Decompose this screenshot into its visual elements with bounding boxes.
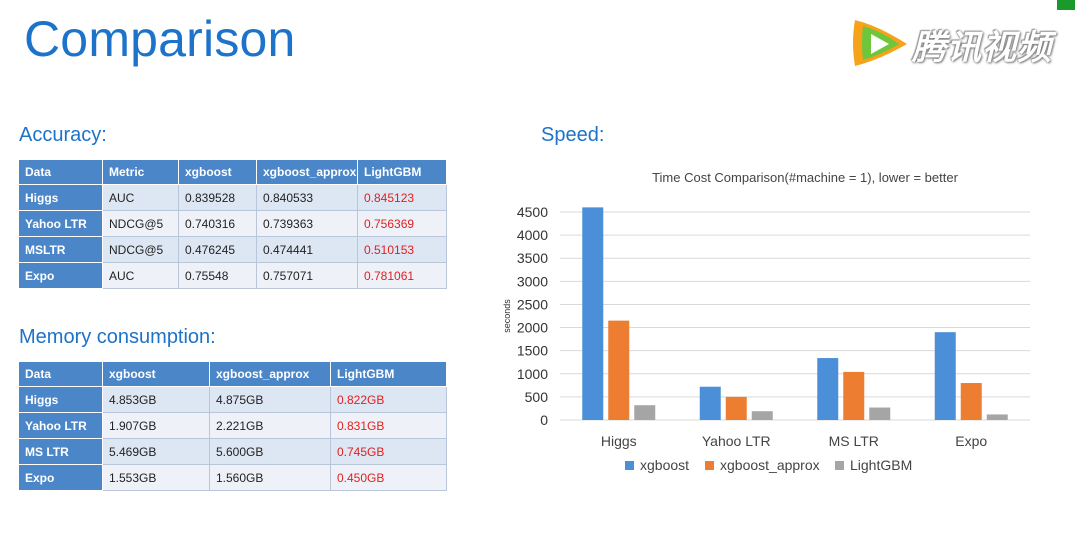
table-row: Higgs AUC 0.839528 0.840533 0.845123	[18, 184, 447, 211]
legend-swatch	[705, 461, 714, 470]
table-cell: 0.839528	[178, 184, 257, 211]
x-tick-label: Yahoo LTR	[702, 433, 771, 449]
memory-header-row: Data xgboost xgboost_approx LightGBM	[18, 361, 447, 387]
memory-header-data: Data	[18, 361, 103, 387]
best-value-cell: 0.745GB	[330, 438, 447, 465]
table-cell: 5.600GB	[209, 438, 331, 465]
table-cell: 0.740316	[178, 210, 257, 237]
best-value-cell: 0.510153	[357, 236, 447, 263]
table-cell: 2.221GB	[209, 412, 331, 439]
accuracy-header-xgboost: xgboost	[178, 159, 257, 185]
table-row: Higgs 4.853GB 4.875GB 0.822GB	[18, 386, 447, 413]
table-cell: 0.739363	[256, 210, 358, 237]
accuracy-header-row: Data Metric xgboost xgboost_approx Light…	[18, 159, 447, 185]
bar-xgboost-approx	[843, 371, 865, 420]
table-row: Yahoo LTR NDCG@5 0.740316 0.739363 0.756…	[18, 210, 447, 237]
y-tick-label: 500	[525, 389, 549, 405]
table-cell: 0.757071	[256, 262, 358, 289]
accuracy-header-metric: Metric	[102, 159, 179, 185]
best-value-cell: 0.845123	[357, 184, 447, 211]
table-row: Yahoo LTR 1.907GB 2.221GB 0.831GB	[18, 412, 447, 439]
y-tick-label: 4000	[517, 227, 548, 243]
bar-LightGBM	[751, 411, 773, 420]
accuracy-title: Accuracy:	[19, 124, 107, 146]
chart-title: Time Cost Comparison(#machine = 1), lowe…	[652, 170, 959, 185]
memory-header-xgboost-approx: xgboost_approx	[209, 361, 331, 387]
y-tick-label: 1500	[517, 343, 548, 359]
x-tick-label: Higgs	[601, 433, 637, 449]
y-tick-label: 0	[540, 412, 548, 428]
bar-xgboost	[817, 358, 839, 420]
speed-chart: Time Cost Comparison(#machine = 1), lowe…	[502, 170, 1030, 473]
slide-title: Comparison	[24, 11, 296, 67]
y-tick-label: 3000	[517, 273, 548, 289]
accuracy-table: Data Metric xgboost xgboost_approx Light…	[18, 159, 447, 289]
memory-header-lightgbm: LightGBM	[330, 361, 447, 387]
best-value-cell: 0.831GB	[330, 412, 447, 439]
row-label: Higgs	[18, 386, 103, 413]
best-value-cell: 0.781061	[357, 262, 447, 289]
y-tick-label: 3500	[517, 250, 548, 266]
y-tick-label: 1000	[517, 366, 548, 382]
row-label: Expo	[18, 464, 103, 491]
table-cell: AUC	[102, 184, 179, 211]
logo-text: 腾讯视频	[912, 29, 1052, 67]
table-cell: 0.476245	[178, 236, 257, 263]
row-label: Yahoo LTR	[18, 412, 103, 439]
table-cell: 4.853GB	[102, 386, 210, 413]
memory-table: Data xgboost xgboost_approx LightGBM Hig…	[18, 361, 447, 491]
table-cell: 1.553GB	[102, 464, 210, 491]
best-value-cell: 0.450GB	[330, 464, 447, 491]
table-cell: 1.907GB	[102, 412, 210, 439]
x-tick-label: MS LTR	[829, 433, 879, 449]
table-cell: 1.560GB	[209, 464, 331, 491]
table-row: MSLTR NDCG@5 0.476245 0.474441 0.510153	[18, 236, 447, 263]
bar-LightGBM	[869, 407, 891, 420]
x-tick-label: Expo	[955, 433, 987, 449]
table-cell: 4.875GB	[209, 386, 331, 413]
accuracy-header-xgboost-approx: xgboost_approx	[256, 159, 358, 185]
row-label: Expo	[18, 262, 103, 289]
row-label: MS LTR	[18, 438, 103, 465]
legend-swatch	[625, 461, 634, 470]
tencent-video-logo	[853, 20, 907, 66]
table-row: Expo AUC 0.75548 0.757071 0.781061	[18, 262, 447, 289]
y-tick-label: 2000	[517, 320, 548, 336]
table-cell: NDCG@5	[102, 210, 179, 237]
table-cell: NDCG@5	[102, 236, 179, 263]
table-row: Expo 1.553GB 1.560GB 0.450GB	[18, 464, 447, 491]
table-cell: 5.469GB	[102, 438, 210, 465]
bar-LightGBM	[634, 405, 656, 420]
legend-swatch	[835, 461, 844, 470]
bar-xgboost-approx	[725, 396, 747, 420]
legend-label: xgboost	[640, 457, 689, 473]
row-label: Yahoo LTR	[18, 210, 103, 237]
bar-LightGBM	[986, 414, 1008, 420]
best-value-cell: 0.756369	[357, 210, 447, 237]
accuracy-header-lightgbm: LightGBM	[357, 159, 447, 185]
legend-label: xgboost_approx	[720, 457, 820, 473]
y-tick-label: 2500	[517, 296, 548, 312]
memory-header-xgboost: xgboost	[102, 361, 210, 387]
bar-xgboost-approx	[960, 383, 982, 420]
bar-xgboost	[699, 386, 721, 420]
best-value-cell: 0.822GB	[330, 386, 447, 413]
table-cell: 0.75548	[178, 262, 257, 289]
bar-xgboost	[582, 207, 604, 420]
row-label: MSLTR	[18, 236, 103, 263]
corner-mark	[1057, 0, 1075, 10]
table-cell: 0.840533	[256, 184, 358, 211]
table-cell: AUC	[102, 262, 179, 289]
y-tick-label: 4500	[517, 204, 548, 220]
row-label: Higgs	[18, 184, 103, 211]
bar-xgboost-approx	[608, 320, 630, 420]
accuracy-header-data: Data	[18, 159, 103, 185]
bar-xgboost	[934, 332, 956, 420]
speed-title: Speed:	[541, 124, 605, 146]
y-axis-label: seconds	[502, 299, 512, 333]
table-cell: 0.474441	[256, 236, 358, 263]
table-row: MS LTR 5.469GB 5.600GB 0.745GB	[18, 438, 447, 465]
memory-title: Memory consumption:	[19, 326, 216, 348]
legend-label: LightGBM	[850, 457, 912, 473]
